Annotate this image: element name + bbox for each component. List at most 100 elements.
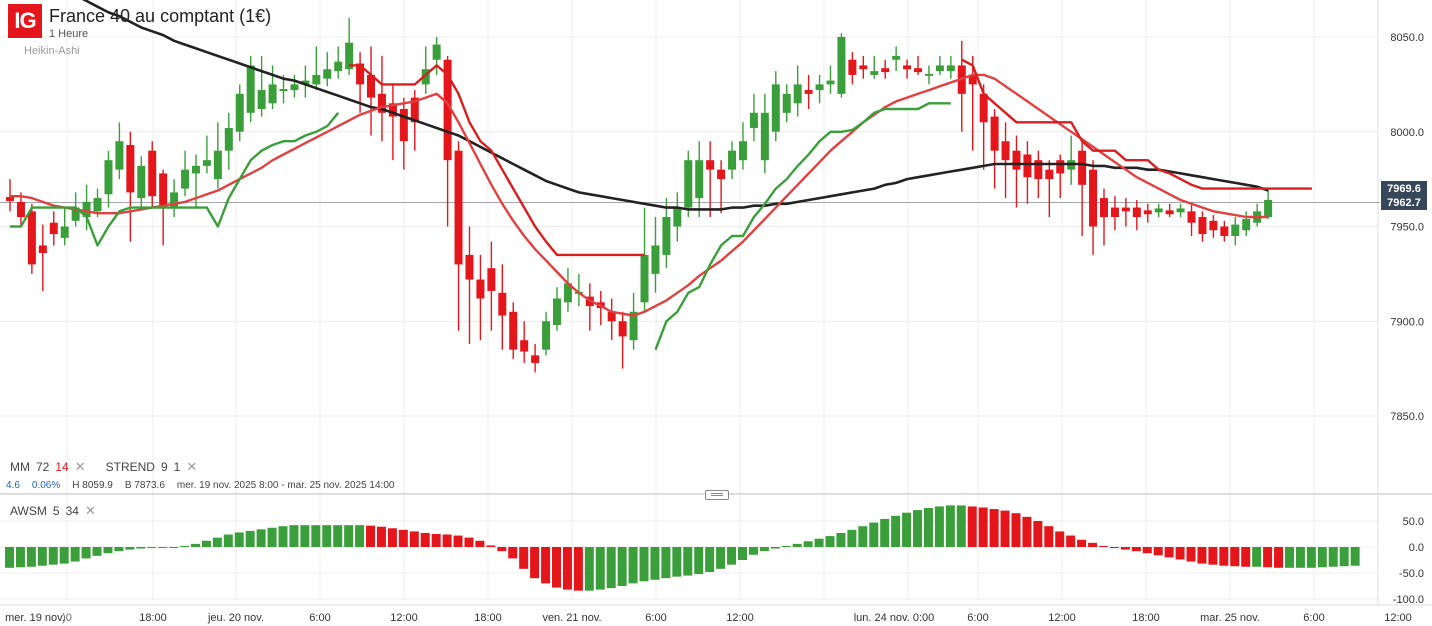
awsm-tick-label: -50.0 (1399, 568, 1424, 580)
candle-body (1231, 224, 1240, 236)
candle-body (170, 192, 179, 208)
candle (815, 74, 824, 104)
candle-body (782, 93, 791, 113)
candle-body (1187, 211, 1196, 223)
candle-body (968, 74, 977, 85)
candle (1176, 203, 1185, 218)
awsm-bar (376, 526, 386, 547)
awsm-tick-label: 50.0 (1403, 516, 1424, 528)
awsm-bar (781, 545, 791, 547)
time-tick-label: 12:00 (390, 612, 418, 624)
candle (553, 287, 561, 331)
candle (82, 184, 91, 231)
awsm-bar (103, 547, 113, 554)
awsm-bar (978, 507, 988, 547)
candle (585, 283, 594, 331)
candle (115, 122, 124, 180)
candle-body (1198, 217, 1207, 235)
awsm-bar (1208, 547, 1218, 565)
candle (903, 59, 912, 79)
awsm-bar (37, 547, 47, 566)
time-tick-label-partial: )0 (62, 612, 72, 624)
candle (312, 46, 321, 91)
close-awsm-icon[interactable]: ✕ (84, 503, 96, 518)
candle-body (454, 150, 463, 265)
price-tick-label: 8000.0 (1390, 127, 1424, 139)
timeframe-label[interactable]: 1 Heure (49, 28, 89, 40)
awsm-bar (508, 547, 518, 559)
candle (979, 84, 988, 170)
candle (148, 141, 157, 208)
price-tick-label: 7950.0 (1390, 222, 1424, 234)
candle-body (924, 73, 933, 76)
candle (1198, 211, 1207, 242)
close-mm-icon[interactable]: ✕ (74, 459, 86, 474)
candle (793, 65, 802, 117)
candle-body (728, 150, 737, 170)
supertrend-up-line (10, 102, 951, 351)
candle (1034, 150, 1043, 199)
candle (914, 55, 923, 75)
awsm-bar (1284, 547, 1294, 568)
awsm-bar (180, 545, 190, 547)
awsm-bar (245, 530, 255, 547)
awsm-tick-label: 0.0 (1409, 542, 1424, 554)
awsm-bar (190, 543, 200, 547)
candle-body (651, 245, 660, 274)
candle (1231, 217, 1240, 246)
candle-body (6, 197, 14, 201)
candle-body (706, 160, 715, 170)
candle (498, 264, 507, 350)
candle (870, 55, 879, 79)
awsm-bar (573, 547, 583, 591)
candle (1056, 154, 1065, 199)
candle-body (717, 169, 726, 180)
candle-body (82, 201, 91, 218)
candle (170, 179, 179, 218)
awsm-label[interactable]: AWSM (10, 504, 47, 518)
high-value: H 8059.9 (72, 480, 113, 491)
candle (684, 150, 693, 218)
candle-body (1012, 150, 1021, 170)
pane-resize-handle[interactable] (705, 490, 729, 500)
strend-label[interactable]: STREND (105, 460, 155, 474)
mm-period-long: 72 (36, 460, 50, 474)
candle (257, 55, 266, 117)
awsm-bar (1088, 542, 1098, 547)
awsm-bar (1120, 547, 1130, 550)
candle-body (1056, 160, 1065, 174)
candle-body (914, 68, 923, 73)
awsm-bar (530, 547, 540, 579)
awsm-bar (201, 540, 211, 547)
candle (1067, 135, 1076, 185)
candle-body (1089, 169, 1098, 227)
awsm-bar (639, 547, 649, 582)
candle (476, 254, 485, 341)
candle-body (804, 90, 813, 94)
awsm-bar (59, 547, 69, 564)
candle-body (268, 84, 277, 104)
candle-body (257, 90, 266, 110)
awsm-bar (1164, 547, 1174, 558)
candle-body (104, 160, 113, 195)
time-tick-label: mar. 25 nov. (1200, 612, 1260, 624)
close-strend-icon[interactable]: ✕ (186, 459, 198, 474)
mm-label[interactable]: MM (10, 460, 30, 474)
awsm-bar (945, 505, 955, 547)
awsm-bar (628, 547, 638, 584)
candle-body (738, 141, 747, 161)
candle (1110, 196, 1119, 231)
chart-style-label[interactable]: Heikin-Ashi (24, 45, 80, 57)
awsm-bar (1033, 521, 1043, 547)
candle-body (356, 63, 365, 85)
awsm-bar (1055, 531, 1065, 547)
candle-body (1220, 226, 1229, 236)
awsm-bar (672, 547, 682, 577)
candle-body (377, 93, 386, 113)
time-tick-label: ven. 21 nov. (542, 612, 601, 624)
awsm-bar (814, 538, 824, 547)
awsm-bar (431, 534, 441, 547)
candle (1165, 203, 1174, 218)
awsm-bar (716, 547, 726, 569)
